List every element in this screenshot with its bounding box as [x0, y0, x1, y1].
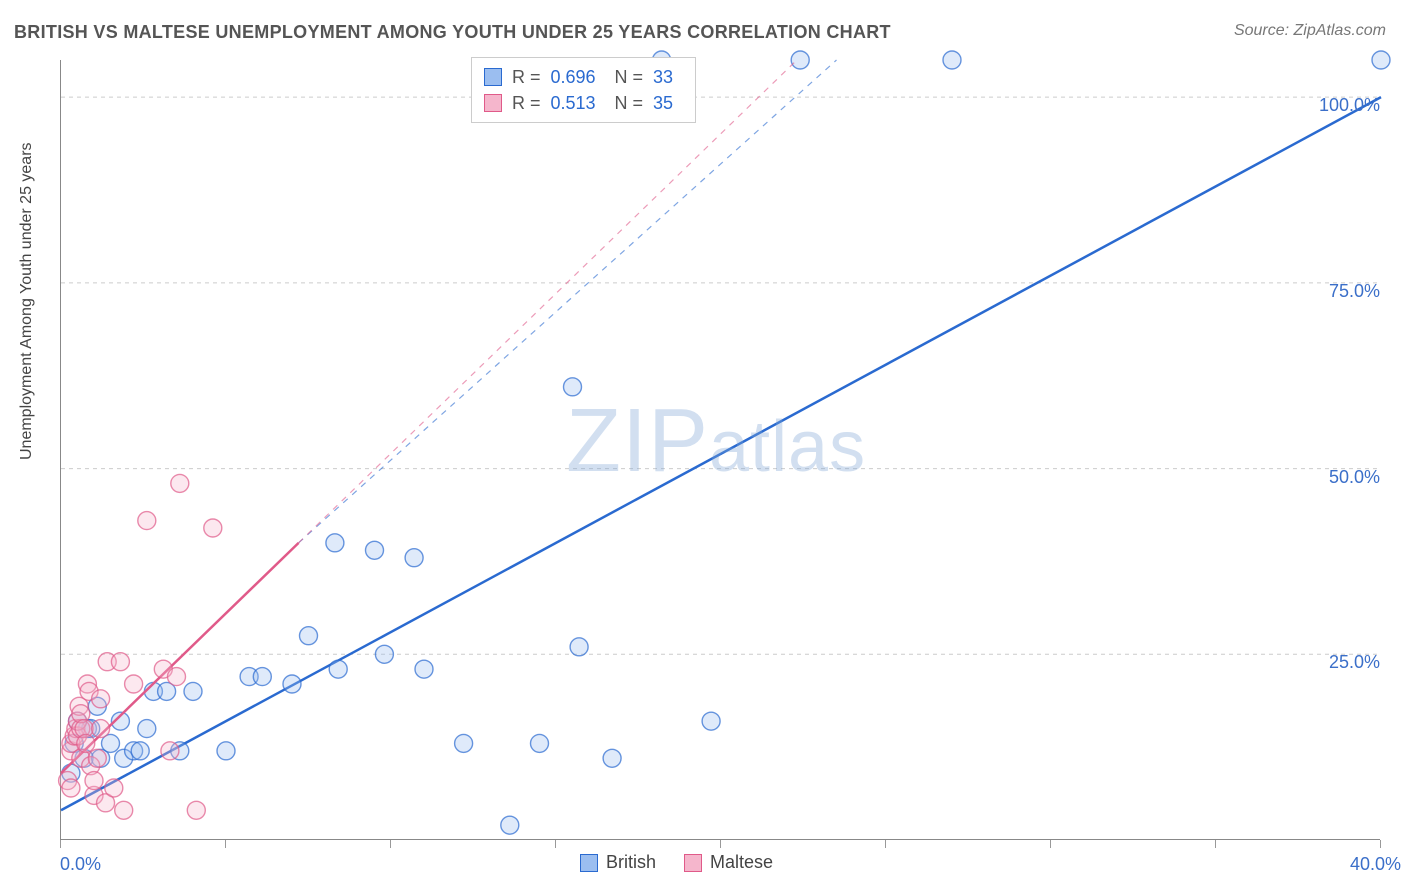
stats-row: R = 0.513 N = 35	[484, 90, 683, 116]
legend-label: Maltese	[710, 852, 773, 873]
x-tick-mark	[60, 840, 61, 848]
x-tick-mark	[390, 840, 391, 848]
source-attribution: Source: ZipAtlas.com	[1234, 22, 1386, 40]
legend-label: British	[606, 852, 656, 873]
source-name: ZipAtlas.com	[1294, 22, 1386, 39]
stat-n-label: N =	[615, 90, 644, 116]
stat-r-label: R =	[512, 90, 541, 116]
x-tick-mark	[225, 840, 226, 848]
stat-n-value: 35	[653, 90, 683, 116]
correlation-stats-box: R = 0.696 N = 33 R = 0.513 N = 35	[471, 57, 696, 123]
x-tick-mark	[1215, 840, 1216, 848]
x-tick-mark	[1380, 840, 1381, 848]
chart-title: BRITISH VS MALTESE UNEMPLOYMENT AMONG YO…	[14, 22, 891, 43]
legend: British Maltese	[580, 852, 773, 873]
chart-svg	[61, 60, 1380, 839]
legend-item: Maltese	[684, 852, 773, 873]
legend-item: British	[580, 852, 656, 873]
x-tick-mark	[720, 840, 721, 848]
stat-r-label: R =	[512, 64, 541, 90]
y-axis-label: Unemployment Among Youth under 25 years	[18, 142, 36, 460]
stat-r-value: 0.696	[551, 64, 605, 90]
stat-r-value: 0.513	[551, 90, 605, 116]
y-tick-label: 50.0%	[1329, 467, 1380, 488]
series-swatch	[484, 94, 502, 112]
y-tick-label: 25.0%	[1329, 652, 1380, 673]
y-tick-label: 75.0%	[1329, 281, 1380, 302]
stat-n-value: 33	[653, 64, 683, 90]
legend-swatch	[684, 854, 702, 872]
legend-swatch	[580, 854, 598, 872]
x-tick-label: 40.0%	[1350, 854, 1401, 875]
chart-container: BRITISH VS MALTESE UNEMPLOYMENT AMONG YO…	[0, 0, 1406, 892]
plot-area: ZIPatlas R =0.696N =33R =0.513N =35	[60, 60, 1380, 840]
series-swatch	[484, 68, 502, 86]
y-tick-label: 100.0%	[1319, 95, 1380, 116]
x-tick-mark	[885, 840, 886, 848]
x-tick-mark	[1050, 840, 1051, 848]
x-tick-mark	[555, 840, 556, 848]
source-prefix: Source:	[1234, 22, 1294, 39]
x-tick-label: 0.0%	[60, 854, 101, 875]
stat-n-label: N =	[615, 64, 644, 90]
stats-row: R = 0.696 N = 33	[484, 64, 683, 90]
